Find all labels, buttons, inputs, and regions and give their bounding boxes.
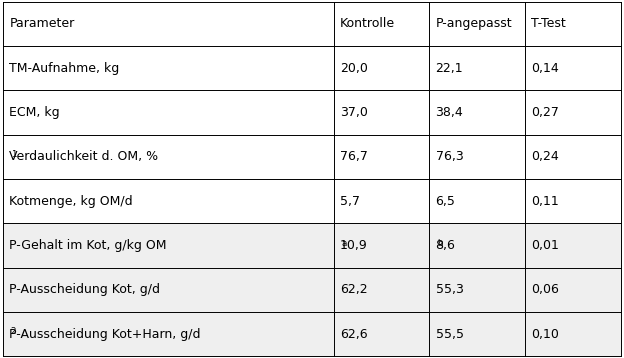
Text: 1: 1 — [11, 150, 16, 159]
Text: 5,7: 5,7 — [340, 195, 360, 208]
Text: 0,06: 0,06 — [531, 283, 559, 296]
Text: P-Gehalt im Kot, g/kg OM: P-Gehalt im Kot, g/kg OM — [9, 239, 167, 252]
Text: 76,7: 76,7 — [340, 150, 368, 163]
Text: 62,6: 62,6 — [340, 328, 368, 340]
Text: 0,10: 0,10 — [531, 328, 559, 340]
Text: 37,0: 37,0 — [340, 106, 368, 119]
Bar — [3, 2, 621, 46]
Text: 6,5: 6,5 — [436, 195, 456, 208]
Text: Verdaulichkeit d. OM, %: Verdaulichkeit d. OM, % — [9, 150, 158, 163]
Bar — [3, 46, 621, 91]
Text: Parameter: Parameter — [9, 18, 74, 30]
Text: 0,01: 0,01 — [531, 239, 559, 252]
Bar — [3, 223, 621, 268]
Text: 76,3: 76,3 — [436, 150, 463, 163]
Text: P-Ausscheidung Kot, g/d: P-Ausscheidung Kot, g/d — [9, 283, 160, 296]
Text: 2: 2 — [11, 328, 16, 337]
Text: 20,0: 20,0 — [340, 62, 368, 75]
Text: 10,9: 10,9 — [340, 239, 368, 252]
Bar — [3, 312, 621, 356]
Bar — [3, 179, 621, 223]
Text: P-angepasst: P-angepasst — [436, 18, 512, 30]
Text: Kontrolle: Kontrolle — [340, 18, 395, 30]
Text: 0,11: 0,11 — [531, 195, 559, 208]
Text: Kotmenge, kg OM/d: Kotmenge, kg OM/d — [9, 195, 133, 208]
Text: 0,14: 0,14 — [531, 62, 559, 75]
Text: 22,1: 22,1 — [436, 62, 463, 75]
Text: 38,4: 38,4 — [436, 106, 463, 119]
Bar — [3, 268, 621, 312]
Text: TM-Aufnahme, kg: TM-Aufnahme, kg — [9, 62, 120, 75]
Text: b: b — [437, 239, 442, 248]
Text: a: a — [341, 239, 346, 248]
Text: 55,3: 55,3 — [436, 283, 464, 296]
Text: P-Ausscheidung Kot+Harn, g/d: P-Ausscheidung Kot+Harn, g/d — [9, 328, 201, 340]
Text: 55,5: 55,5 — [436, 328, 464, 340]
Bar — [3, 91, 621, 135]
Text: 0,24: 0,24 — [531, 150, 559, 163]
Text: 0,27: 0,27 — [531, 106, 559, 119]
Text: T-Test: T-Test — [531, 18, 566, 30]
Text: 8,6: 8,6 — [436, 239, 456, 252]
Text: 62,2: 62,2 — [340, 283, 368, 296]
Bar — [3, 135, 621, 179]
Text: ECM, kg: ECM, kg — [9, 106, 60, 119]
